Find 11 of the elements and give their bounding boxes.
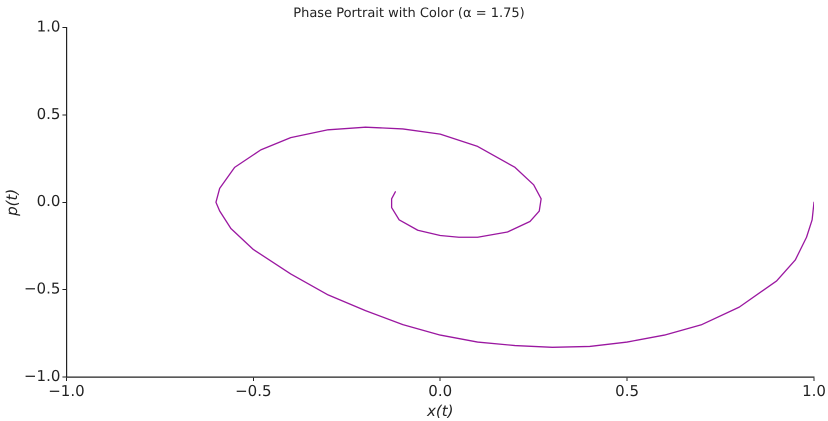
y-tick-label: 0.5 [36,104,60,123]
y-tick-label: −0.5 [24,280,60,298]
y-tick-label: 0.0 [36,192,60,210]
y-tick-label: 1.0 [36,17,60,36]
x-axis-title: x(t) [426,402,454,420]
x-tick-label: 0.0 [428,382,452,400]
x-tick-label: −0.5 [235,382,272,400]
x-tick-label: 1.0 [802,382,826,400]
x-tick-label: 0.5 [615,382,640,400]
chart-title: Phase Portrait with Color (α = 1.75) [293,6,525,22]
y-axis-title: p(t) [2,188,21,217]
